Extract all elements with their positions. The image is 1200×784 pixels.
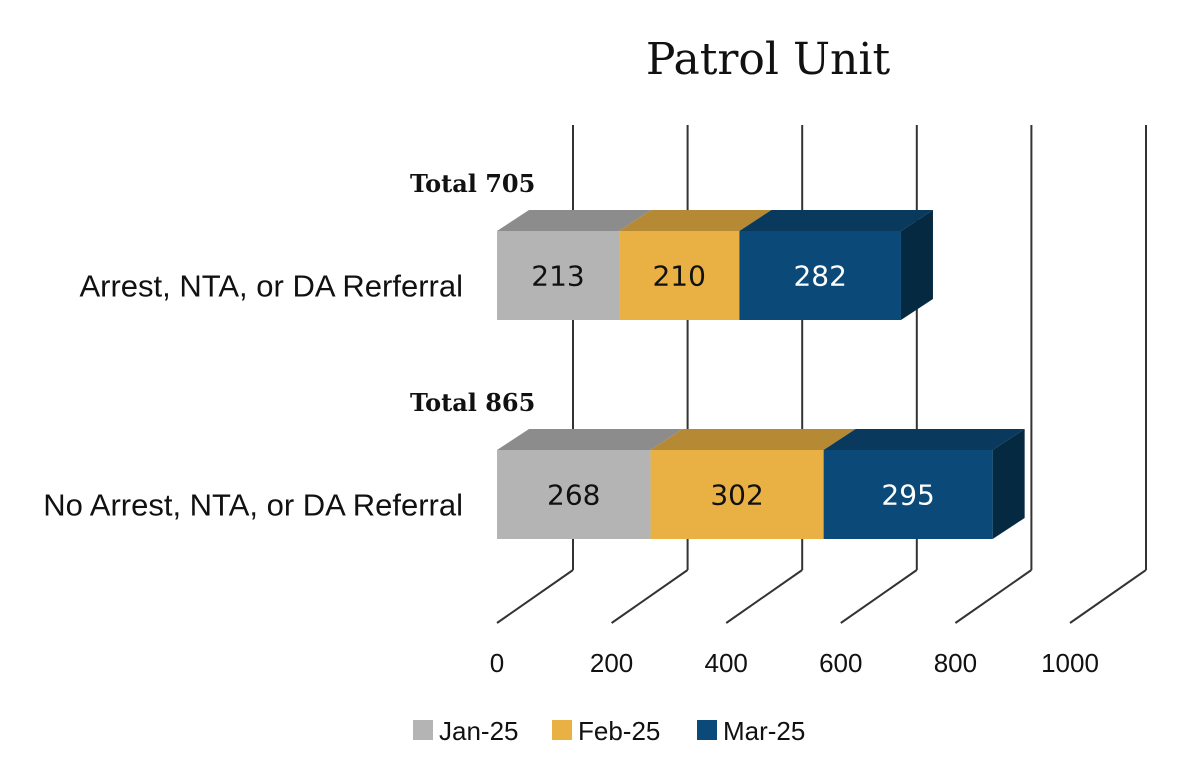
x-tick-label-400: 400 (705, 648, 748, 678)
value-label-Mar-25-0: 282 (793, 260, 846, 293)
total-label-0: Total 705 (410, 169, 535, 198)
value-label-Mar-25-1: 295 (881, 479, 934, 512)
bar-top-Mar-25-0 (739, 210, 933, 231)
x-tick-label-200: 200 (590, 648, 633, 678)
value-label-Feb-25-0: 210 (652, 260, 705, 293)
bar-top-Feb-25-1 (650, 429, 856, 450)
grid-layer (496, 125, 1147, 624)
bar-side-0 (900, 210, 933, 320)
bar-top-Jan-25-0 (497, 210, 652, 231)
x-tick-label-1000: 1000 (1041, 648, 1099, 678)
legend-label-Feb-25: Feb-25 (578, 716, 660, 746)
bar-top-Mar-25-1 (823, 429, 1025, 450)
legend-swatch-Feb-25 (552, 720, 572, 740)
floor-line-800 (954, 569, 1032, 624)
bars-layer (497, 210, 1025, 539)
chart-title: Patrol Unit (646, 34, 891, 85)
bar-Feb-25-1 (650, 450, 824, 539)
x-tick-label-600: 600 (819, 648, 862, 678)
legend-swatch-Jan-25 (413, 720, 433, 740)
floor-line-600 (840, 569, 918, 624)
legend-swatch-Mar-25 (697, 720, 717, 740)
x-tick-label-0: 0 (490, 648, 504, 678)
x-tick-label-800: 800 (934, 648, 977, 678)
bar-Mar-25-1 (823, 450, 993, 539)
total-label-1: Total 865 (410, 388, 535, 417)
bar-Jan-25-1 (497, 450, 651, 539)
floor-line-1000 (1069, 569, 1147, 624)
labels-layer: 0 200 400 600 800 1000 213 210 282 Arrest, NTA, o… (43, 169, 1099, 678)
floor-line-0 (496, 569, 574, 624)
bar-top-Jan-25-1 (497, 429, 683, 450)
bar-Mar-25-0 (739, 231, 901, 320)
legend-label-Mar-25: Mar-25 (723, 716, 805, 746)
legend-label-Jan-25: Jan-25 (439, 716, 519, 746)
legend: Jan-25 Feb-25 Mar-25 (413, 716, 805, 746)
bar-side-1 (992, 429, 1025, 539)
bar-top-Feb-25-0 (619, 210, 772, 231)
bar-Jan-25-0 (497, 231, 620, 320)
category-label-1: No Arrest, NTA, or DA Referral (43, 488, 463, 523)
floor-line-400 (725, 569, 803, 624)
category-label-0: Arrest, NTA, or DA Rerferral (79, 269, 463, 304)
value-label-Jan-25-1: 268 (547, 479, 600, 512)
floor-line-200 (611, 569, 689, 624)
value-label-Jan-25-0: 213 (531, 260, 584, 293)
bar-Feb-25-0 (619, 231, 740, 320)
value-label-Feb-25-1: 302 (710, 479, 763, 512)
